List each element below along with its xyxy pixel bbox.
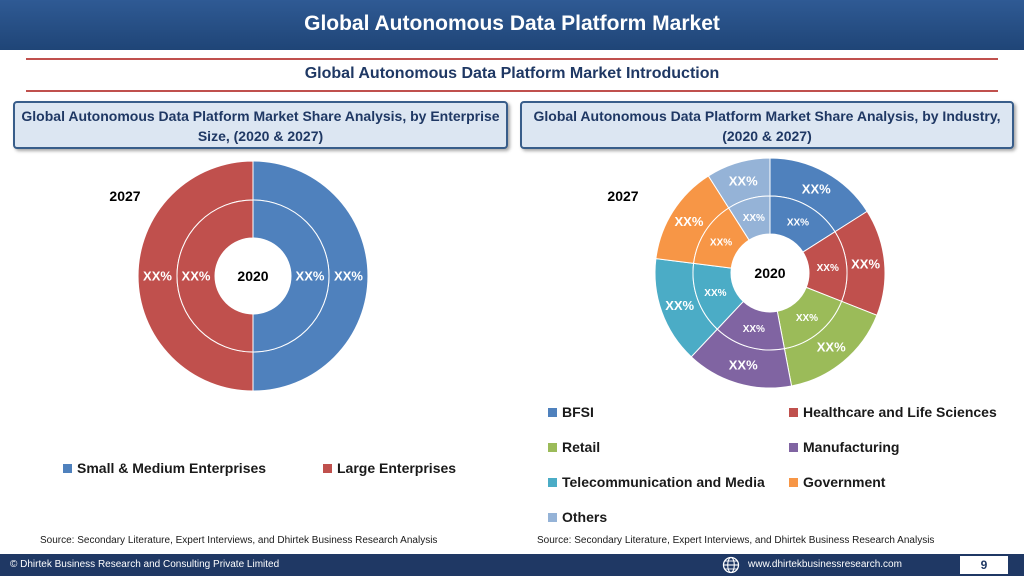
divider-top bbox=[26, 58, 998, 60]
industry-outer-data-label-2: XX% bbox=[817, 340, 846, 355]
industry-outer-ring-label: 2027 bbox=[607, 188, 638, 204]
enterprise-inner-data-label-1: XX% bbox=[182, 269, 211, 284]
industry-legend-swatch bbox=[789, 442, 798, 452]
industry-inner-data-label-1: XX% bbox=[817, 263, 839, 274]
page-title: Global Autonomous Data Platform Market bbox=[304, 12, 720, 35]
enterprise-inner-data-label-0: XX% bbox=[296, 269, 325, 284]
enterprise-inner-slice-0 bbox=[252, 199, 330, 353]
industry-legend-swatch bbox=[548, 512, 557, 522]
industry-legend-item: Manufacturing bbox=[789, 439, 899, 455]
industry-legend-item: Telecommunication and Media bbox=[548, 474, 765, 490]
left-panel-title: Global Autonomous Data Platform Market S… bbox=[13, 101, 508, 149]
industry-outer-data-label-0: XX% bbox=[802, 181, 831, 196]
industry-outer-data-label-3: XX% bbox=[729, 358, 758, 373]
industry-inner-ring-label: 2020 bbox=[754, 265, 785, 281]
enterprise-outer-ring-label: 2027 bbox=[109, 188, 140, 204]
footer-bar: © Dhirtek Business Research and Consulti… bbox=[0, 554, 1024, 576]
industry-legend-swatch bbox=[789, 477, 798, 487]
industry-inner-data-label-0: XX% bbox=[787, 218, 809, 229]
right-panel-title: Global Autonomous Data Platform Market S… bbox=[520, 101, 1014, 149]
industry-legend-label: Manufacturing bbox=[803, 439, 900, 455]
globe-icon bbox=[722, 556, 740, 574]
industry-legend-swatch bbox=[548, 442, 557, 452]
enterprise-legend-item: Large Enterprises bbox=[323, 460, 456, 476]
enterprise-legend-swatch bbox=[323, 463, 332, 473]
industry-legend-swatch bbox=[789, 407, 798, 417]
industry-inner-data-label-3: XX% bbox=[743, 324, 765, 335]
left-source-note: Source: Secondary Literature, Expert Int… bbox=[40, 535, 438, 546]
industry-outer-data-label-6: XX% bbox=[729, 173, 758, 188]
industry-legend-label: BFSI bbox=[562, 404, 594, 420]
industry-inner-data-label-5: XX% bbox=[710, 237, 732, 248]
page-number: 9 bbox=[960, 556, 1008, 574]
footer-copyright: © Dhirtek Business Research and Consulti… bbox=[10, 559, 280, 570]
page-title-bar: Global Autonomous Data Platform Market bbox=[0, 0, 1024, 50]
industry-legend-swatch bbox=[548, 407, 557, 417]
enterprise-outer-data-label-1: XX% bbox=[143, 269, 172, 284]
footer-website-link[interactable]: www.dhirtekbusinessresearch.com bbox=[748, 559, 902, 570]
enterprise-legend-label: Small & Medium Enterprises bbox=[77, 460, 267, 476]
enterprise-outer-data-label-0: XX% bbox=[334, 269, 363, 284]
industry-legend-item: Government bbox=[789, 474, 885, 490]
industry-legend-label: Government bbox=[803, 474, 886, 490]
enterprise-inner-ring-label: 2020 bbox=[237, 268, 268, 284]
industry-legend-item: Others bbox=[548, 509, 607, 525]
industry-inner-data-label-2: XX% bbox=[796, 313, 818, 324]
industry-outer-data-label-4: XX% bbox=[665, 298, 694, 313]
industry-legend-swatch bbox=[548, 477, 557, 487]
industry-legend-item: Retail bbox=[548, 439, 600, 455]
section-title: Global Autonomous Data Platform Market I… bbox=[304, 65, 720, 82]
enterprise-inner-slice-1 bbox=[176, 199, 254, 353]
industry-outer-data-label-5: XX% bbox=[674, 214, 703, 229]
right-source-note: Source: Secondary Literature, Expert Int… bbox=[537, 535, 935, 546]
industry-inner-data-label-4: XX% bbox=[704, 288, 726, 299]
industry-legend-label: Telecommunication and Media bbox=[562, 474, 765, 490]
industry-inner-slice-6 bbox=[728, 195, 771, 241]
enterprise-legend-label: Large Enterprises bbox=[337, 460, 457, 476]
industry-legend-label: Retail bbox=[562, 439, 601, 455]
industry-legend-label: Others bbox=[562, 509, 608, 525]
industry-legend-label: Healthcare and Life Sciences bbox=[803, 404, 997, 420]
industry-outer-data-label-1: XX% bbox=[851, 257, 880, 272]
industry-legend-item: Healthcare and Life Sciences bbox=[789, 404, 997, 420]
industry-legend-item: BFSI bbox=[548, 404, 594, 420]
enterprise-legend-swatch bbox=[63, 463, 72, 473]
industry-inner-data-label-6: XX% bbox=[743, 213, 765, 224]
divider-bottom bbox=[26, 90, 998, 92]
enterprise-legend-item: Small & Medium Enterprises bbox=[63, 460, 266, 476]
